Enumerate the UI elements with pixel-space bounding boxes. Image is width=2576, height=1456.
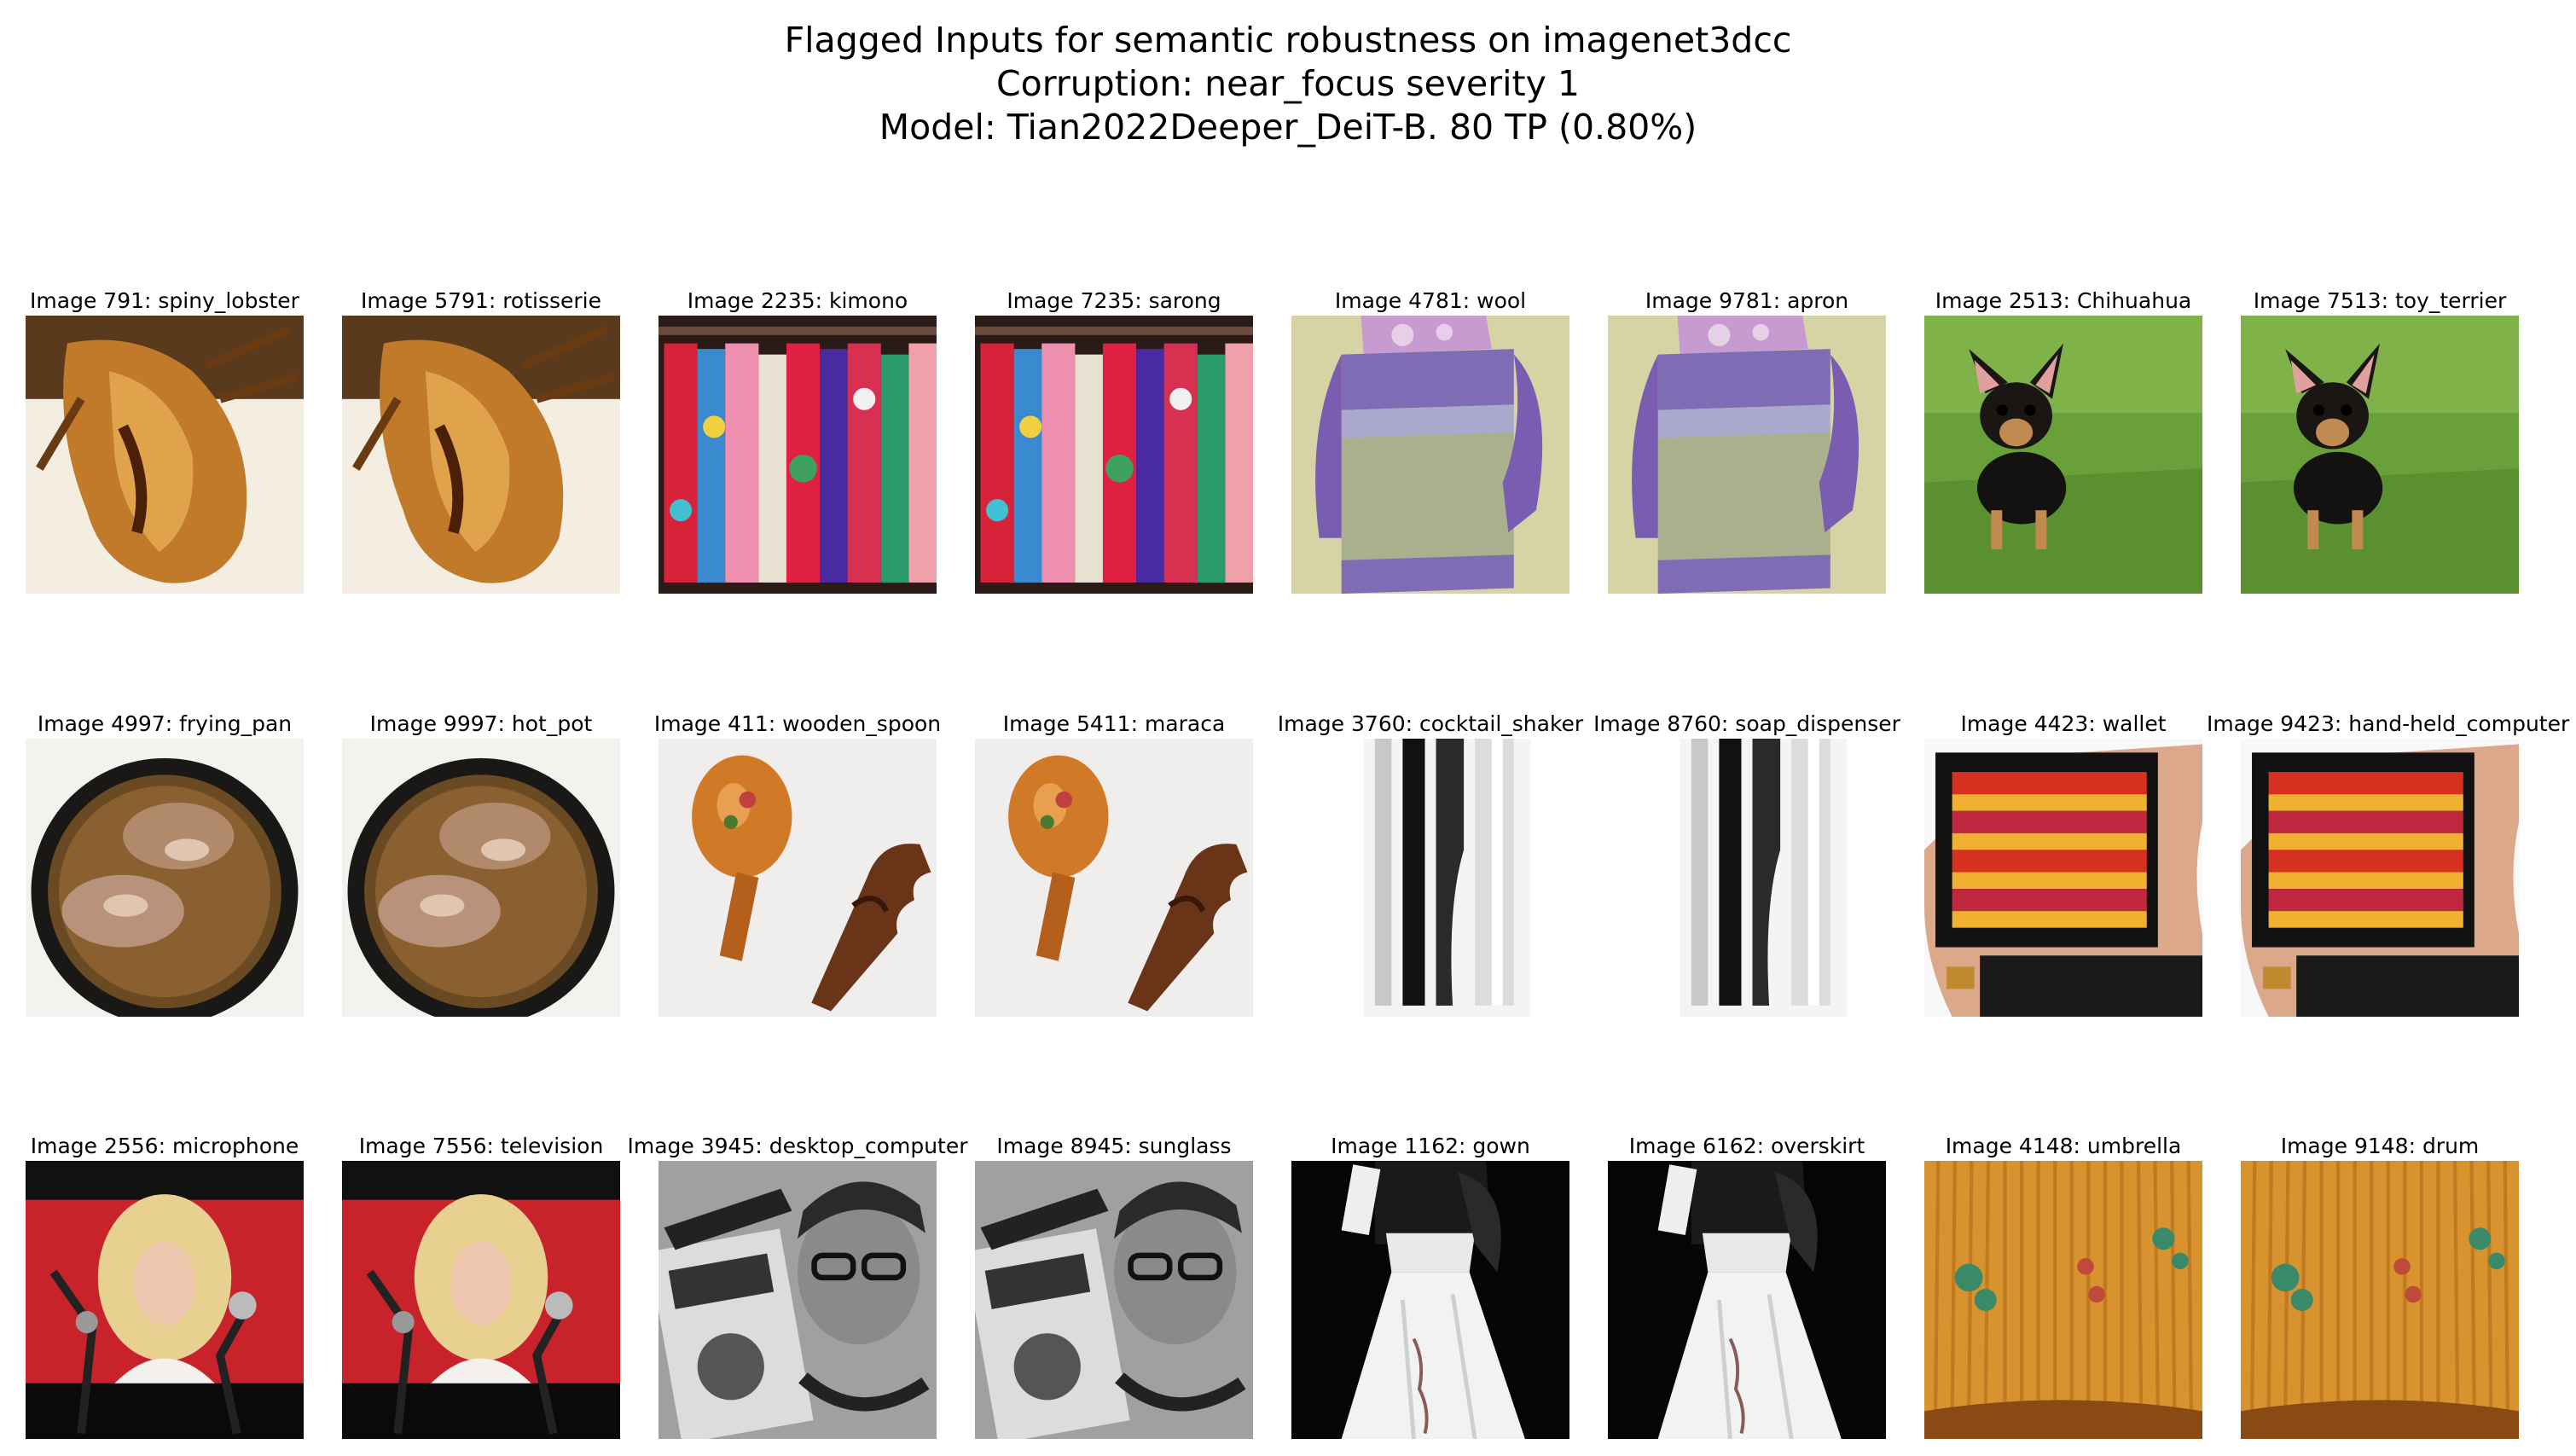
image-thumbnail-lampshade: [2241, 1161, 2519, 1439]
image-thumbnail-shaker: [1291, 739, 1569, 1017]
image-thumbnail-shaker: [1608, 739, 1886, 1017]
image-thumbnail-wallet: [2241, 739, 2519, 1017]
image-thumbnail-singer: [26, 1161, 304, 1439]
image-caption: Image 2556: microphone: [30, 1134, 299, 1158]
image-thumbnail-boombox: [975, 1161, 1253, 1439]
image-thumbnail-dog: [2241, 316, 2519, 594]
image-thumbnail-kimono: [659, 316, 937, 594]
title-line-2: Corruption: near_focus severity 1: [995, 63, 1580, 104]
image-thumbnail-lobster: [342, 316, 620, 594]
image-thumbnail-pan: [26, 739, 304, 1017]
image-caption: Image 3760: cocktail_shaker: [1277, 711, 1584, 736]
image-caption: Image 8760: soap_dispenser: [1593, 711, 1900, 736]
title-line-1: Flagged Inputs for semantic robustness o…: [784, 20, 1792, 61]
image-thumbnail-singer: [342, 1161, 620, 1439]
image-caption: Image 4148: umbrella: [1945, 1134, 2182, 1158]
image-thumbnail-boombox: [659, 1161, 937, 1439]
image-thumbnail-kimono: [975, 316, 1253, 594]
image-caption: Image 7556: television: [358, 1134, 604, 1158]
image-caption: Image 5411: maraca: [1002, 711, 1226, 736]
image-thumbnail-lobster: [26, 316, 304, 594]
image-caption: Image 1162: gown: [1331, 1134, 1530, 1158]
image-thumbnail-pan: [342, 739, 620, 1017]
image-thumbnail-sweater: [1291, 316, 1569, 594]
image-caption: Image 791: spiny_lobster: [30, 288, 299, 313]
image-thumbnail-sweater: [1608, 316, 1886, 594]
image-caption: Image 2235: kimono: [687, 288, 908, 313]
image-caption: Image 2513: Chihuahua: [1935, 288, 2192, 313]
image-thumbnail-gown: [1291, 1161, 1569, 1439]
image-thumbnail-spoon: [975, 739, 1253, 1017]
image-thumbnail-spoon: [659, 739, 937, 1017]
image-caption: Image 7513: toy_terrier: [2253, 288, 2507, 313]
image-caption: Image 4423: wallet: [1960, 711, 2167, 736]
image-thumbnail-lampshade: [1924, 1161, 2202, 1439]
figure-title: Flagged Inputs for semantic robustness o…: [0, 19, 2576, 149]
image-thumbnail-wallet: [1924, 739, 2202, 1017]
image-caption: Image 9423: hand-held_computer: [2207, 711, 2570, 736]
image-thumbnail-dog: [1924, 316, 2202, 594]
image-caption: Image 411: wooden_spoon: [653, 711, 942, 736]
image-caption: Image 9997: hot_pot: [369, 711, 593, 736]
image-caption: Image 8945: sunglass: [996, 1134, 1232, 1158]
title-line-3: Model: Tian2022Deeper_DeiT-B. 80 TP (0.8…: [879, 107, 1697, 148]
image-caption: Image 6162: overskirt: [1628, 1134, 1865, 1158]
image-caption: Image 5791: rotisserie: [360, 288, 602, 313]
image-thumbnail-gown: [1608, 1161, 1886, 1439]
image-caption: Image 9781: apron: [1645, 288, 1849, 313]
image-caption: Image 4997: frying_pan: [37, 711, 293, 736]
image-caption: Image 9148: drum: [2280, 1134, 2480, 1158]
image-caption: Image 4781: wool: [1334, 288, 1527, 313]
image-caption: Image 7235: sarong: [1007, 288, 1221, 313]
image-caption: Image 3945: desktop_computer: [627, 1134, 968, 1158]
